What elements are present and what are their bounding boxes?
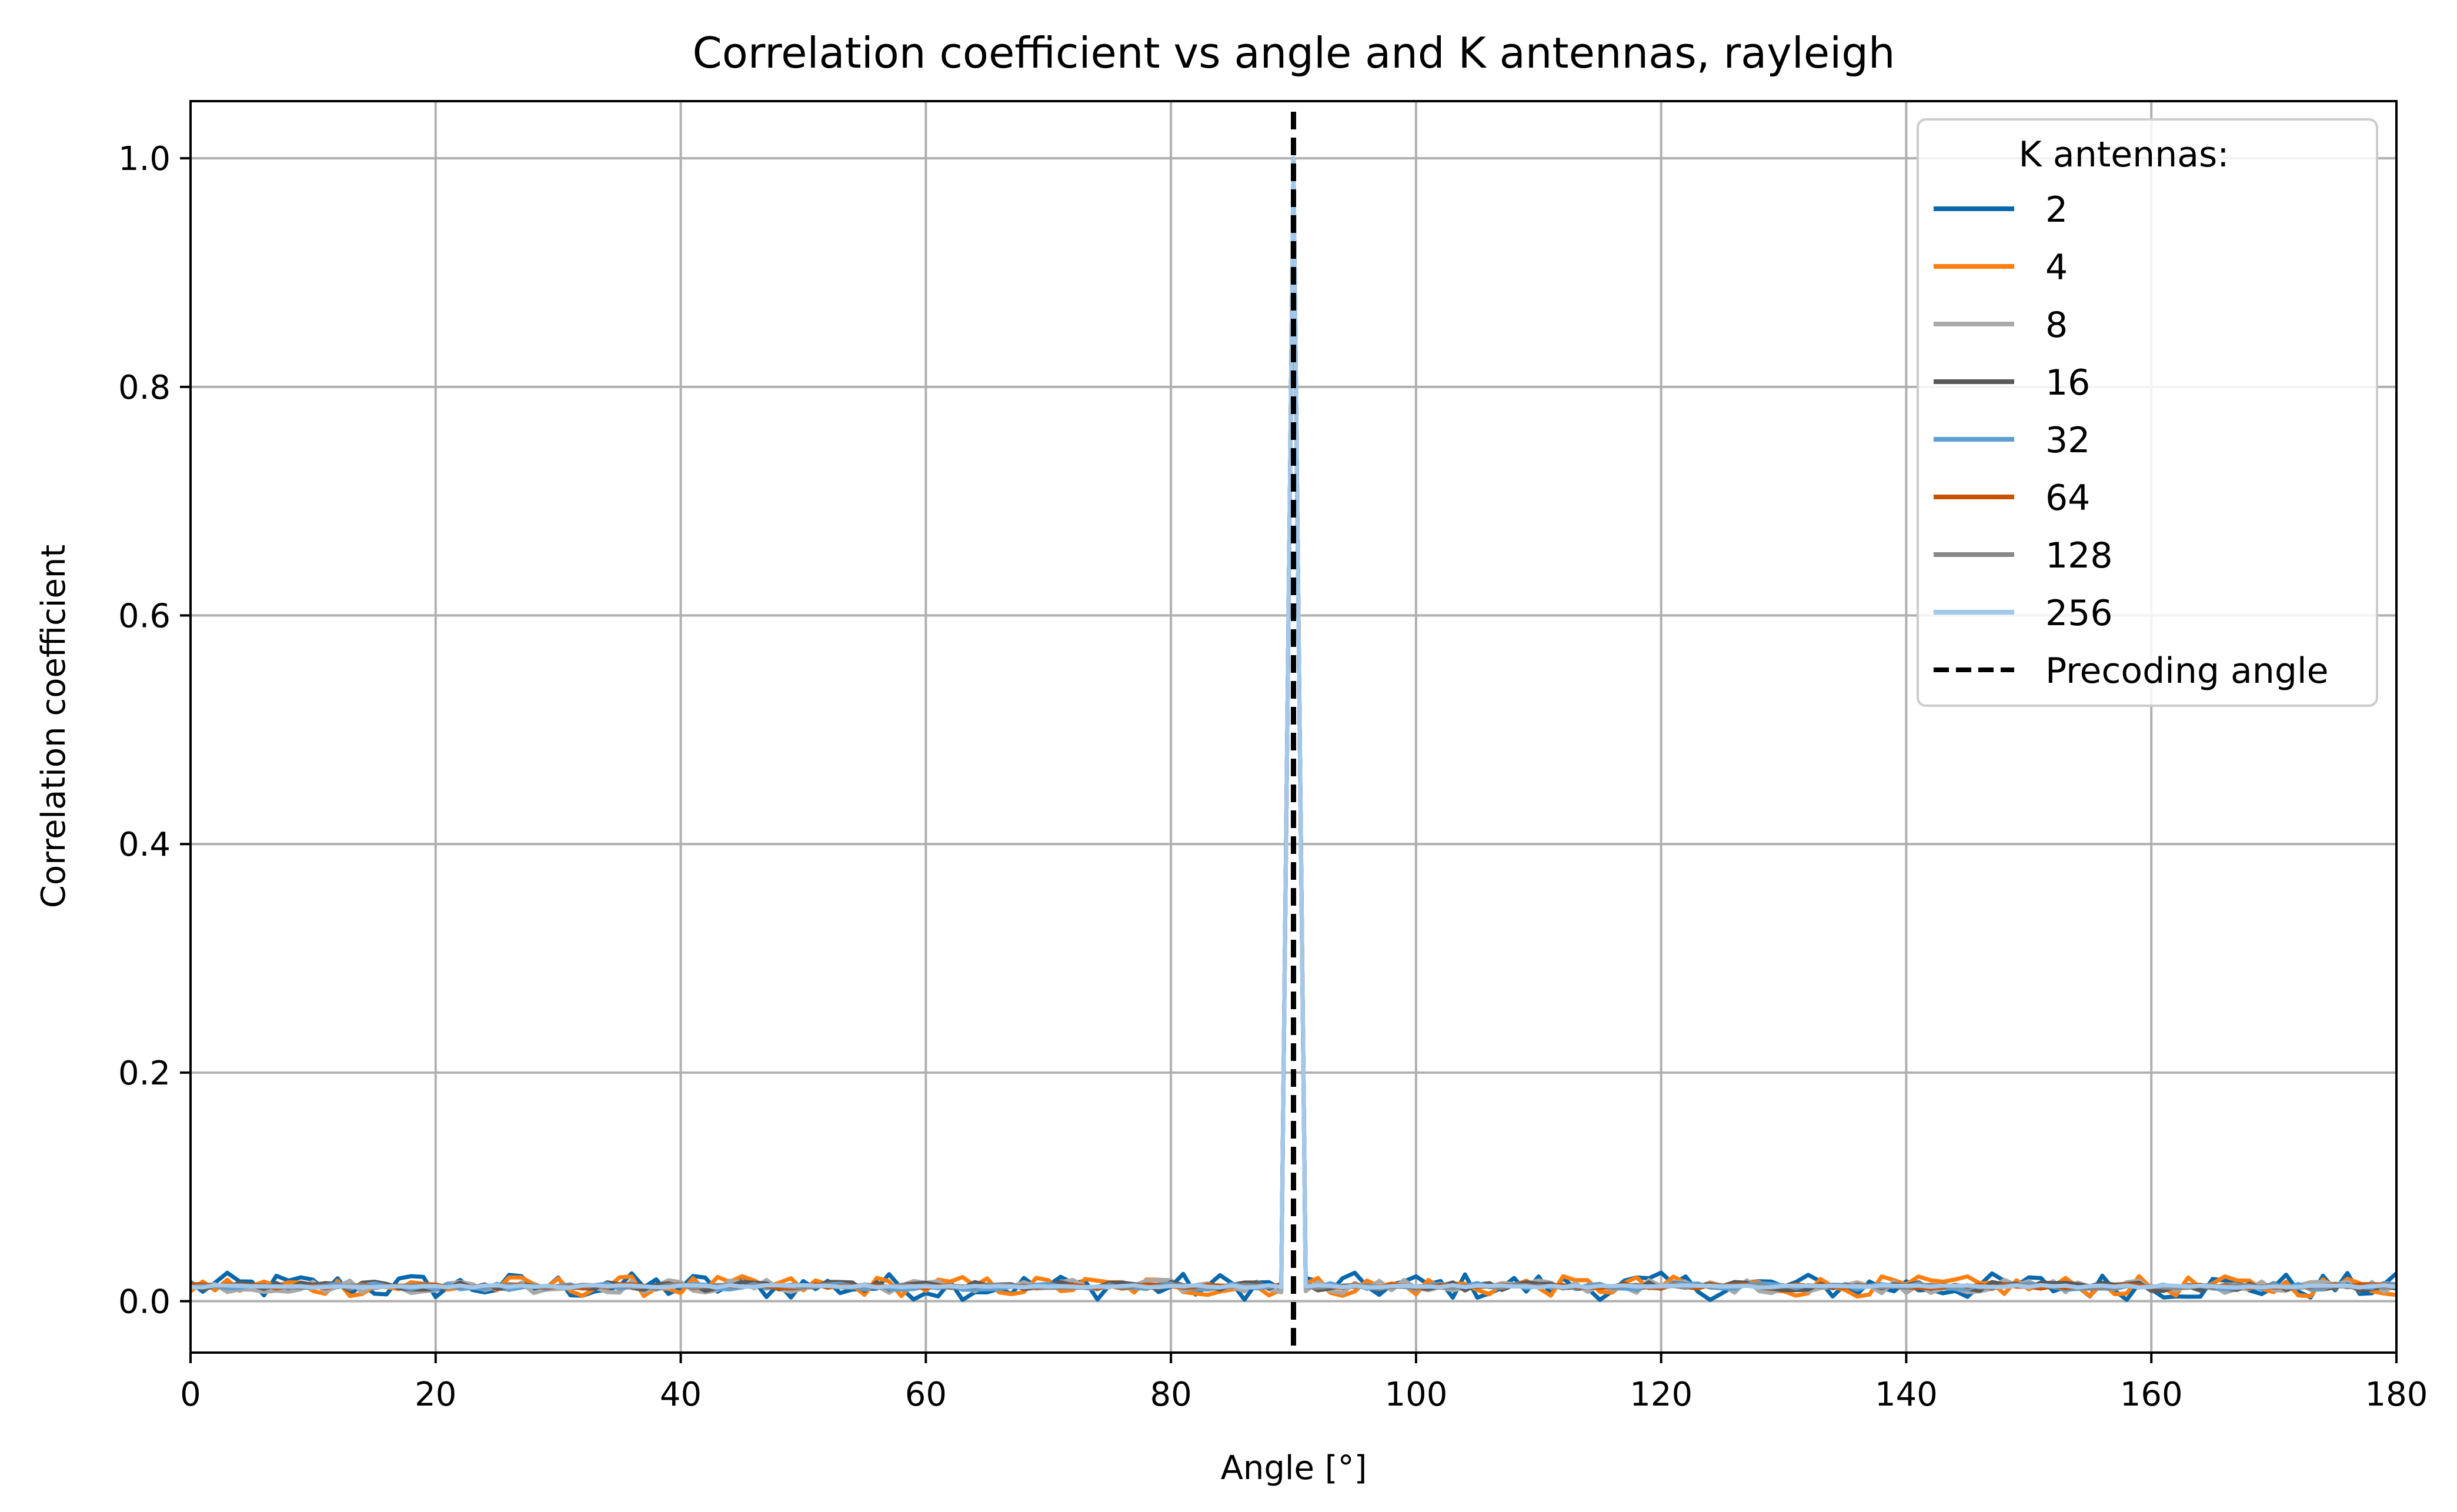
plot-frame [189,100,2398,1354]
x-tick-label: 180 [2365,1376,2428,1414]
x-tick-label: 120 [1630,1376,1692,1414]
legend-label: 2 [2045,189,2068,231]
x-tick-label: 140 [1875,1376,1938,1414]
legend-label: 16 [2045,362,2090,403]
y-tick-label: 0.0 [118,1283,171,1321]
y-tick-label: 0.8 [118,369,171,407]
y-tick-label: 0.2 [118,1054,171,1093]
legend-label: 64 [2045,478,2090,519]
x-tick-label: 20 [415,1376,456,1414]
x-tick-label: 100 [1384,1376,1447,1414]
x-tick-label: 80 [1150,1376,1191,1414]
x-tick-label: 160 [2120,1376,2183,1414]
y-tick-label: 0.6 [118,598,171,636]
legend: K antennas: 2 4 8 16 32 64 128 256 Precoding angl… [1917,118,2378,707]
x-tick-label: 40 [660,1376,702,1414]
y-tick-label: 0.4 [118,826,171,864]
y-tick-label: 1.0 [118,140,171,178]
legend-label: 4 [2045,247,2068,288]
y-axis-label: Correlation coefficient [35,545,73,909]
legend-label: Precoding angle [2045,650,2329,692]
chart-title: Correlation coefficient vs angle and K a… [692,28,1895,78]
legend-label: 32 [2045,420,2090,461]
x-tick-label: 0 [180,1376,201,1414]
legend-title: K antennas: [2019,134,2229,175]
x-axis-label: Angle [°] [1221,1449,1367,1487]
legend-label: 256 [2045,593,2113,634]
legend-box [1917,118,2378,707]
legend-label: 8 [2045,305,2068,346]
series-lines [189,156,2398,1302]
legend-label: 128 [2045,535,2113,576]
series-line-256 [190,156,2397,1290]
axis-ticks: 0 20 40 60 80 100 120 140 160 180 0.0 0.2 0.4 0.6 0.8 1… [118,140,2428,1414]
x-tick-label: 60 [905,1376,947,1414]
